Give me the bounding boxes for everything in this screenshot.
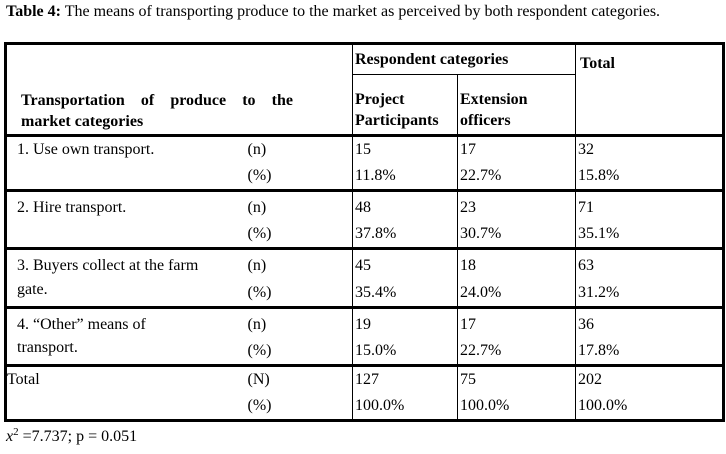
row-3-total-n: 63 bbox=[575, 247, 724, 281]
total-total-p: 100.0% bbox=[575, 393, 724, 421]
row-2-unit-p: (%) bbox=[247, 225, 272, 243]
row-3-label: 3. Buyers collect at the farm bbox=[5, 247, 242, 281]
row-4-unit-n: (n) bbox=[241, 305, 353, 339]
row-1-unit-p: (%) bbox=[247, 167, 272, 185]
total-unit-n: (N) bbox=[241, 363, 353, 394]
col-header-extension: Extension officers bbox=[457, 74, 576, 136]
row-2-total-p: 35.1% bbox=[575, 222, 724, 249]
col-header-project-line1: Project bbox=[355, 91, 405, 109]
chi-square-footnote: x2 =7.737; p = 0.051 bbox=[6, 426, 138, 446]
row-4-unit-p: (%) bbox=[247, 341, 272, 359]
row-3-total-p: 31.2% bbox=[575, 280, 724, 308]
row-header-cell: Transportation of produce to the market … bbox=[6, 44, 353, 136]
row-4-label: 4. “Other” means of bbox=[5, 305, 242, 339]
row-4-extension-p: 22.7% bbox=[457, 338, 576, 366]
row-3-unit-p: (%) bbox=[247, 283, 272, 301]
row-1-label: 1. Use own transport. bbox=[5, 133, 242, 165]
col-header-extension-line2: officers bbox=[460, 112, 511, 130]
row-2-extension-p: 30.7% bbox=[457, 222, 576, 249]
table-caption-label: Table 4: bbox=[6, 3, 61, 20]
row-4-total-n: 36 bbox=[575, 305, 724, 339]
row-3-project-n: 45 bbox=[352, 247, 458, 281]
row-2-extension-n: 23 bbox=[457, 189, 576, 223]
row-1-label-cont bbox=[6, 164, 242, 191]
row-4-project-n: 19 bbox=[352, 305, 458, 339]
row-3-project-p: 35.4% bbox=[352, 280, 458, 308]
row-1-extension-p: 22.7% bbox=[457, 164, 576, 191]
row-1-project-n: 15 bbox=[352, 133, 458, 165]
row-2-label-cont bbox=[6, 222, 242, 249]
row-4-extension-n: 17 bbox=[457, 305, 576, 339]
col-header-project-line2: Participants bbox=[355, 112, 439, 130]
row-3-extension-n: 18 bbox=[457, 247, 576, 281]
table-caption-text: The means of transporting produce to the… bbox=[60, 3, 661, 20]
transport-table: Transportation of produce to the market … bbox=[4, 42, 725, 422]
total-extension-n: 75 bbox=[457, 363, 576, 394]
row-3-label-cont: gate. bbox=[17, 280, 48, 298]
table-caption: Table 4: The means of transporting produ… bbox=[6, 3, 718, 21]
total-project-n: 127 bbox=[352, 363, 458, 394]
total-extension-p: 100.0% bbox=[457, 393, 576, 421]
col-header-total: Total bbox=[580, 55, 615, 72]
respondent-categories-header: Respondent categories bbox=[352, 43, 576, 76]
row-2-project-p: 37.8% bbox=[352, 222, 458, 249]
row-3-extension-p: 24.0% bbox=[457, 280, 576, 308]
row-1-extension-n: 17 bbox=[457, 133, 576, 165]
row-1-project-p: 11.8% bbox=[352, 164, 458, 191]
chi-square-exponent: 2 bbox=[13, 426, 19, 438]
row-2-project-n: 48 bbox=[352, 189, 458, 223]
total-unit-p: (%) bbox=[247, 396, 272, 414]
chi-square-symbol: x bbox=[6, 428, 14, 445]
row-1-total-n: 32 bbox=[575, 133, 724, 165]
col-header-project: Project Participants bbox=[352, 74, 458, 136]
col-header-total-cell: Total bbox=[575, 43, 724, 136]
total-label-cont bbox=[6, 394, 242, 421]
total-total-n: 202 bbox=[575, 363, 724, 394]
row-4-total-p: 17.8% bbox=[575, 338, 724, 366]
total-label: Total bbox=[5, 363, 242, 394]
row-2-label: 2. Hire transport. bbox=[5, 189, 242, 223]
row-4-label-cont: transport. bbox=[17, 338, 78, 356]
row-4-project-p: 15.0% bbox=[352, 338, 458, 366]
row-1-total-p: 15.8% bbox=[575, 164, 724, 191]
row-2-total-n: 71 bbox=[575, 189, 724, 223]
col-header-extension-line1: Extension bbox=[460, 91, 528, 109]
total-project-p: 100.0% bbox=[352, 393, 458, 421]
row-1-unit-n: (n) bbox=[241, 133, 353, 165]
row-header-line2: market categories bbox=[21, 113, 144, 130]
row-header-line1: Transportation of produce to the bbox=[21, 92, 293, 109]
row-2-unit-n: (n) bbox=[241, 189, 353, 223]
chi-square-stats: =7.737; p = 0.051 bbox=[18, 428, 138, 445]
row-3-unit-n: (n) bbox=[241, 247, 353, 281]
